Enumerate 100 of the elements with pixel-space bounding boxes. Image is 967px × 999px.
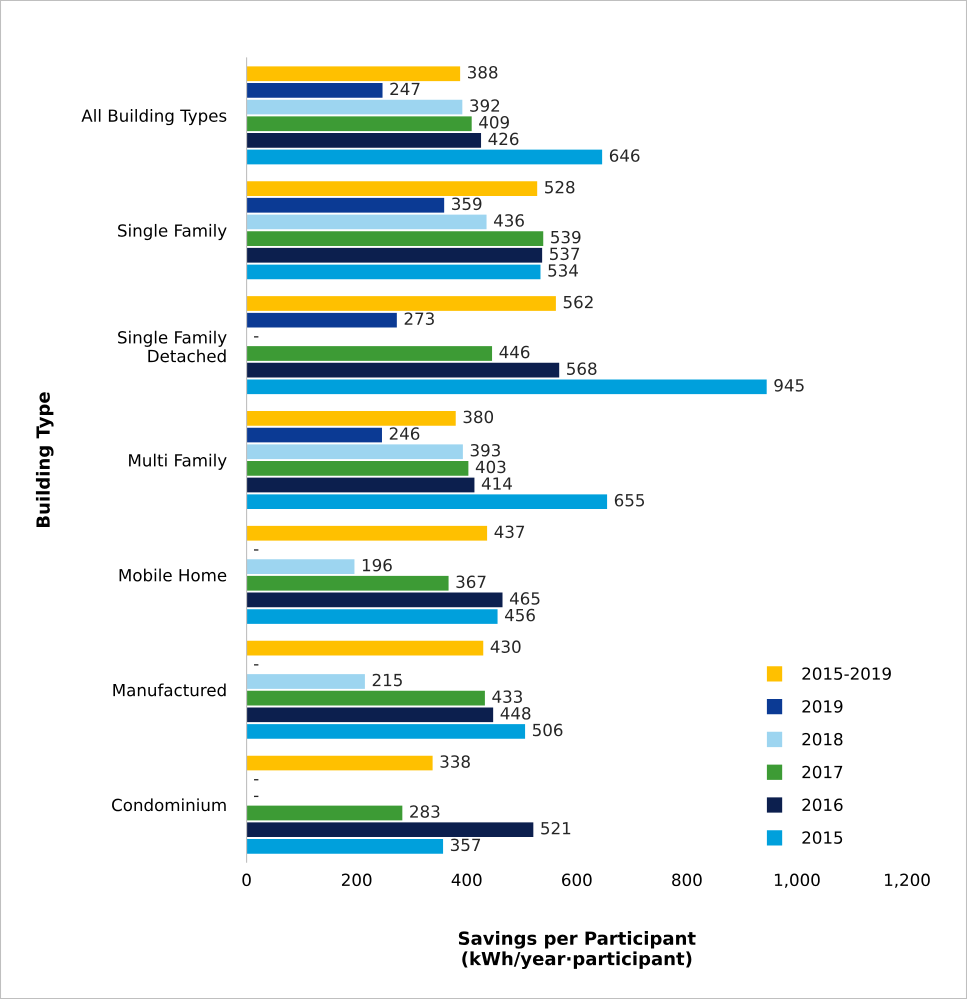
x-axis-title: Savings per Participant (kWh/year·participant) <box>458 931 696 970</box>
bar <box>246 640 484 656</box>
bar <box>246 494 608 510</box>
data-label: 945 <box>774 379 804 392</box>
bar <box>246 83 383 98</box>
bar <box>246 214 487 230</box>
data-label: 357 <box>450 838 480 852</box>
data-label: 338 <box>440 755 470 768</box>
legend-label: 2017 <box>802 766 842 778</box>
bar <box>246 248 542 263</box>
data-label: 414 <box>482 477 512 490</box>
data-label: 646 <box>610 149 640 162</box>
bar <box>246 526 488 541</box>
data-label: 403 <box>476 460 506 474</box>
legend-label: 2016 <box>802 798 843 812</box>
data-label: 367 <box>456 575 486 588</box>
bar <box>246 444 463 460</box>
data-label: 393 <box>470 444 500 457</box>
bar <box>246 312 397 328</box>
data-label: 528 <box>545 180 574 194</box>
data-label: 388 <box>468 66 498 79</box>
data-label: 196 <box>362 558 392 572</box>
bar <box>246 264 540 280</box>
y-tick-label: Single Family Detached <box>118 330 227 362</box>
text: - <box>254 779 258 780</box>
data-label: 246 <box>390 427 420 440</box>
data-label: 392 <box>470 99 500 112</box>
text: - <box>254 796 258 798</box>
bar <box>246 231 544 246</box>
bar <box>246 806 402 820</box>
data-label: 456 <box>504 608 535 622</box>
data-label: 465 <box>510 592 540 605</box>
y-tick-label: Manufactured <box>113 683 226 696</box>
bar <box>246 296 556 311</box>
bar <box>246 756 433 770</box>
bar <box>246 576 449 591</box>
data-label: 247 <box>390 82 420 95</box>
data-label: 273 <box>404 312 434 326</box>
y-tick-label: Condominium <box>112 798 226 812</box>
bar <box>246 411 456 426</box>
x-tick-label: 800 <box>672 874 702 886</box>
bar <box>246 150 602 164</box>
y-tick-label: All Building Types <box>81 109 226 126</box>
y-axis-title: Building Type <box>36 392 54 528</box>
y-tick-label: Single Family <box>118 224 227 240</box>
data-label: 430 <box>490 640 521 653</box>
data-label: 283 <box>410 805 440 818</box>
bar <box>246 609 498 624</box>
bar <box>246 838 444 854</box>
legend-label: 2019 <box>802 700 842 713</box>
x-tick-label: 1,200 <box>885 874 930 888</box>
text: - <box>254 336 258 338</box>
data-label: 521 <box>541 822 570 835</box>
data-label: 568 <box>567 362 596 375</box>
bar <box>246 133 482 148</box>
text: - <box>254 549 258 551</box>
bar <box>246 198 444 213</box>
x-tick-label: 200 <box>342 874 372 886</box>
legend-label: 2018 <box>802 732 842 746</box>
y-tick-label: Mobile Home <box>120 568 226 582</box>
bar <box>246 461 468 476</box>
data-label: 433 <box>492 690 522 703</box>
bar <box>246 592 503 608</box>
x-tick-label: 1,000 <box>774 874 820 888</box>
data-label: 655 <box>614 494 644 507</box>
data-label: 436 <box>494 214 524 227</box>
bar <box>246 559 354 574</box>
bar <box>246 346 492 361</box>
data-label: 437 <box>494 526 524 538</box>
bar <box>246 478 474 492</box>
x-tick-label: 0 <box>242 874 251 886</box>
data-label: 215 <box>372 674 402 686</box>
x-tick-label: 600 <box>562 874 592 886</box>
bar <box>246 674 365 689</box>
text: - <box>254 664 258 666</box>
data-label: 448 <box>500 707 530 720</box>
data-label: 534 <box>548 264 578 277</box>
bar <box>246 181 538 196</box>
data-label: 359 <box>452 198 482 210</box>
bar <box>246 362 560 378</box>
data-label: 409 <box>479 116 509 129</box>
bar <box>246 116 472 132</box>
x-tick-label: 400 <box>452 874 482 886</box>
bar <box>246 822 534 838</box>
bar <box>246 724 526 739</box>
bar <box>246 707 494 722</box>
bar <box>246 428 382 442</box>
data-label: 380 <box>464 410 494 424</box>
data-label: 506 <box>532 724 562 736</box>
data-label: 446 <box>499 346 530 358</box>
bar <box>246 690 485 706</box>
data-label: 426 <box>488 132 518 146</box>
legend-label: 2015 <box>802 831 842 844</box>
data-label: 537 <box>550 247 580 260</box>
data-label: 539 <box>551 230 580 244</box>
y-tick-label: Multi Family <box>129 454 227 470</box>
legend-label: 2015-2019 <box>802 667 891 680</box>
bar <box>246 379 767 394</box>
bar <box>246 100 462 114</box>
bar <box>246 66 460 82</box>
